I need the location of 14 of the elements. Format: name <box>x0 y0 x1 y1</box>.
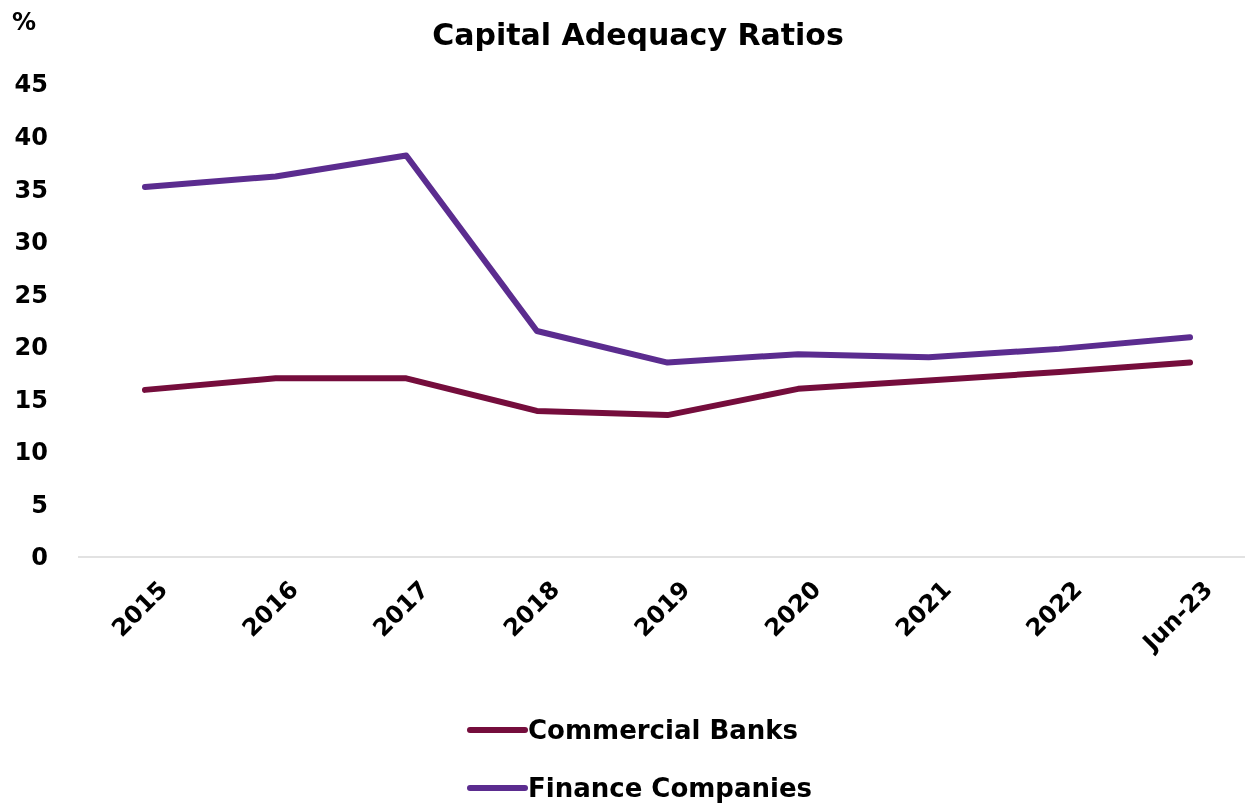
y-tick-label: 40 <box>14 122 48 151</box>
y-tick-label: 45 <box>14 70 48 99</box>
legend-label: Commercial Banks <box>528 715 799 746</box>
y-tick-label: 30 <box>14 228 48 257</box>
y-tick-label: 35 <box>14 175 48 204</box>
y-tick-label: 10 <box>14 438 48 467</box>
y-tick-label: 5 <box>31 490 48 519</box>
y-axis-title: % <box>12 8 37 36</box>
chart-title: Capital Adequacy Ratios <box>432 17 844 52</box>
y-tick-label: 15 <box>14 385 48 414</box>
y-tick-label: 25 <box>14 280 48 309</box>
legend-label: Finance Companies <box>528 773 813 804</box>
y-tick-label: 0 <box>31 543 48 572</box>
y-tick-label: 20 <box>14 333 48 362</box>
